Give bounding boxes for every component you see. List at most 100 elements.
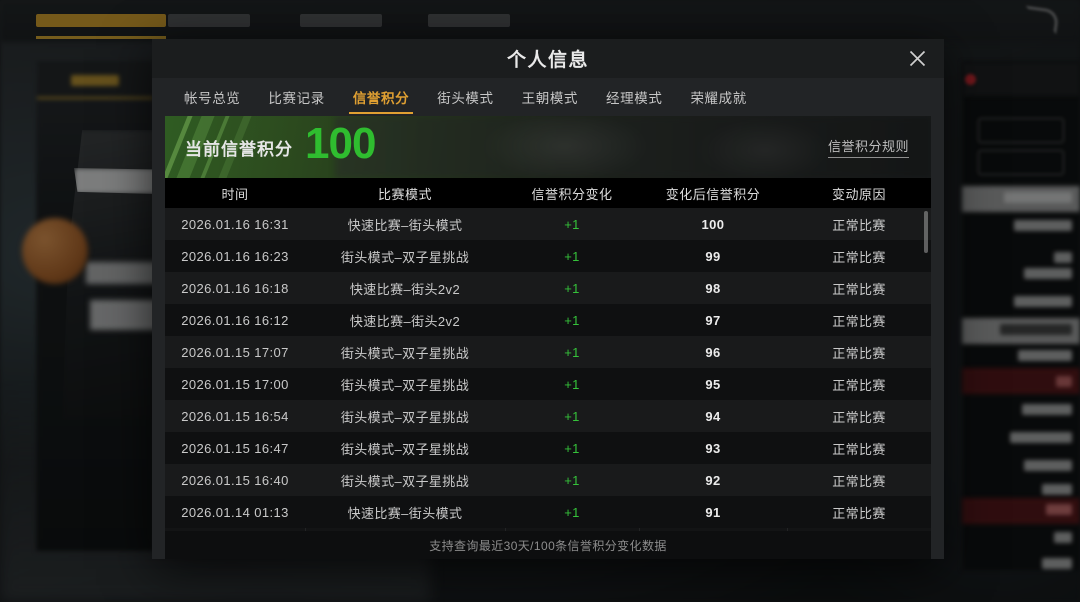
row-reason: 正常比赛 <box>832 377 886 393</box>
row-mode: 街头模式–双子星挑战 <box>340 409 470 425</box>
table-row[interactable]: 2026.01.15 17:00 街头模式–双子星挑战 +1 95 正常比赛 <box>165 368 931 400</box>
row-score-after: 93 <box>705 440 721 456</box>
table-row[interactable]: 2026.01.15 17:07 街头模式–双子星挑战 +1 96 正常比赛 <box>165 336 931 368</box>
column-header-reason: 变动原因 <box>831 186 886 202</box>
column-header-score-after: 变化后信誉积分 <box>665 186 761 202</box>
table-row[interactable]: 2026.01.15 16:40 街头模式–双子星挑战 +1 92 正常比赛 <box>165 464 931 496</box>
row-time: 2026.01.16 16:23 <box>181 248 289 264</box>
row-time: 2026.01.16 16:12 <box>181 312 289 328</box>
background-stat-row <box>1024 268 1072 279</box>
row-reason: 正常比赛 <box>832 441 886 457</box>
row-time: 2026.01.15 16:40 <box>181 472 289 488</box>
row-time: 2026.01.15 17:00 <box>181 376 289 392</box>
background-stat-row <box>1054 252 1072 263</box>
close-icon[interactable] <box>902 44 932 74</box>
background-jersey-number <box>90 300 160 330</box>
row-score-after: 97 <box>705 312 721 328</box>
dialog-titlebar: 个人信息 <box>152 39 944 78</box>
background-stats-header <box>962 62 1080 96</box>
row-time: 2026.01.15 17:07 <box>181 344 289 360</box>
row-reason: 正常比赛 <box>832 473 886 489</box>
row-mode: 快速比赛–街头模式 <box>347 505 463 521</box>
current-credit-label: 当前信誉积分 <box>185 139 293 159</box>
row-reason: 正常比赛 <box>832 249 886 265</box>
page-title: 个人信息 <box>506 50 589 71</box>
personal-info-dialog: 个人信息 帐号总览 比赛记录 信誉积分 街头模式 王朝模式 经理模式 荣耀成就 … <box>152 39 944 559</box>
credit-rules-link[interactable]: 信誉积分规则 <box>827 136 909 158</box>
table-scrollbar-thumb[interactable] <box>924 211 928 253</box>
tab-street-mode[interactable]: 街头模式 <box>437 91 494 106</box>
row-score-after: 94 <box>705 408 721 424</box>
background-nav-tab-0[interactable] <box>36 14 166 27</box>
background-nav-tab-3[interactable] <box>428 14 510 27</box>
background-stat-row <box>1054 532 1072 543</box>
row-delta: +1 <box>564 216 580 232</box>
row-delta: +1 <box>564 344 580 360</box>
row-score-after: 98 <box>705 280 721 296</box>
tab-account-overview[interactable]: 帐号总览 <box>184 91 241 106</box>
tab-credit-score[interactable]: 信誉积分 <box>339 78 423 116</box>
tab-manager-mode[interactable]: 经理模式 <box>606 91 663 106</box>
background-panel-button-1[interactable] <box>978 150 1064 175</box>
banner-photo <box>335 116 931 178</box>
background-nav-tab-2[interactable] <box>300 14 382 27</box>
row-mode: 街头模式–双子星挑战 <box>340 473 470 489</box>
background-jersey-logo <box>74 168 160 194</box>
column-header-mode: 比赛模式 <box>377 186 432 202</box>
background-stat-row <box>1024 460 1072 471</box>
table-row[interactable]: 2026.01.15 16:47 街头模式–双子星挑战 +1 93 正常比赛 <box>165 432 931 464</box>
background-card-header <box>37 63 153 99</box>
row-reason: 正常比赛 <box>832 281 886 297</box>
background-stat-row <box>1014 296 1072 307</box>
row-score-after: 95 <box>705 376 721 392</box>
background-stat-row <box>1018 350 1072 361</box>
background-stat-row <box>1046 504 1072 515</box>
row-delta: +1 <box>564 472 580 488</box>
row-mode: 街头模式–双子星挑战 <box>340 441 470 457</box>
dialog-tabs: 帐号总览 比赛记录 信誉积分 街头模式 王朝模式 经理模式 荣耀成就 <box>152 78 944 116</box>
row-reason: 正常比赛 <box>832 217 886 233</box>
row-score-after: 92 <box>705 472 721 488</box>
column-header-delta: 信誉积分变化 <box>531 186 613 202</box>
dialog-content: 当前信誉积分 100 信誉积分规则 时间 比赛模式 信誉积分变化 变化后信誉积分… <box>165 116 931 559</box>
background-basketball <box>22 218 88 284</box>
row-time: 2026.01.15 16:47 <box>181 440 289 456</box>
row-time: 2026.01.16 16:31 <box>181 216 289 232</box>
row-mode: 街头模式–双子星挑战 <box>340 377 470 393</box>
background-stat-row <box>1042 484 1072 495</box>
background-nav-tab-1[interactable] <box>168 14 250 27</box>
tab-match-records[interactable]: 比赛记录 <box>268 91 325 106</box>
row-score-after: 96 <box>705 344 721 360</box>
row-reason: 正常比赛 <box>832 313 886 329</box>
background-stat-row <box>1042 558 1072 569</box>
table-row[interactable]: 2026.01.16 16:18 快速比赛–街头2v2 +1 98 正常比赛 <box>165 272 931 304</box>
row-reason: 正常比赛 <box>832 409 886 425</box>
background-stat-row <box>1014 220 1072 231</box>
table-row[interactable]: 2026.01.15 16:54 街头模式–双子星挑战 +1 94 正常比赛 <box>165 400 931 432</box>
background-topbar <box>0 0 1080 42</box>
table-row[interactable]: 2026.01.16 16:12 快速比赛–街头2v2 +1 97 正常比赛 <box>165 304 931 336</box>
row-reason: 正常比赛 <box>832 345 886 361</box>
background-stat-row <box>1004 192 1072 203</box>
row-mode: 快速比赛–街头模式 <box>347 217 463 233</box>
background-stat-row <box>1056 376 1072 387</box>
tab-dynasty-mode[interactable]: 王朝模式 <box>521 91 579 106</box>
table-row[interactable]: 2026.01.16 16:31 快速比赛–街头模式 +1 100 正常比赛 <box>165 208 931 240</box>
table-footer-note: 支持查询最近30天/100条信誉积分变化数据 <box>429 538 667 553</box>
row-mode: 快速比赛–街头2v2 <box>349 313 461 329</box>
background-panel-button-0[interactable] <box>978 118 1064 143</box>
row-time: 2026.01.14 01:13 <box>181 504 289 520</box>
credit-history-table[interactable]: 2026.01.16 16:31 快速比赛–街头模式 +1 100 正常比赛 2026.0… <box>165 208 931 531</box>
tab-glory-achievement[interactable]: 荣耀成就 <box>690 91 747 106</box>
table-row[interactable]: 2026.01.16 16:23 街头模式–双子星挑战 +1 99 正常比赛 <box>165 240 931 272</box>
row-delta: +1 <box>564 312 580 328</box>
credit-score-banner: 当前信誉积分 100 信誉积分规则 <box>165 116 931 178</box>
row-mode: 街头模式–双子星挑战 <box>340 345 470 361</box>
background-jersey-text <box>86 262 160 284</box>
row-delta: +1 <box>564 504 580 520</box>
table-row[interactable]: 2026.01.14 01:13 快速比赛–街头模式 +1 91 正常比赛 <box>165 496 931 528</box>
row-delta: +1 <box>564 376 580 392</box>
row-delta: +1 <box>564 440 580 456</box>
row-score-after: 100 <box>701 216 725 232</box>
row-time: 2026.01.16 16:18 <box>181 280 289 296</box>
